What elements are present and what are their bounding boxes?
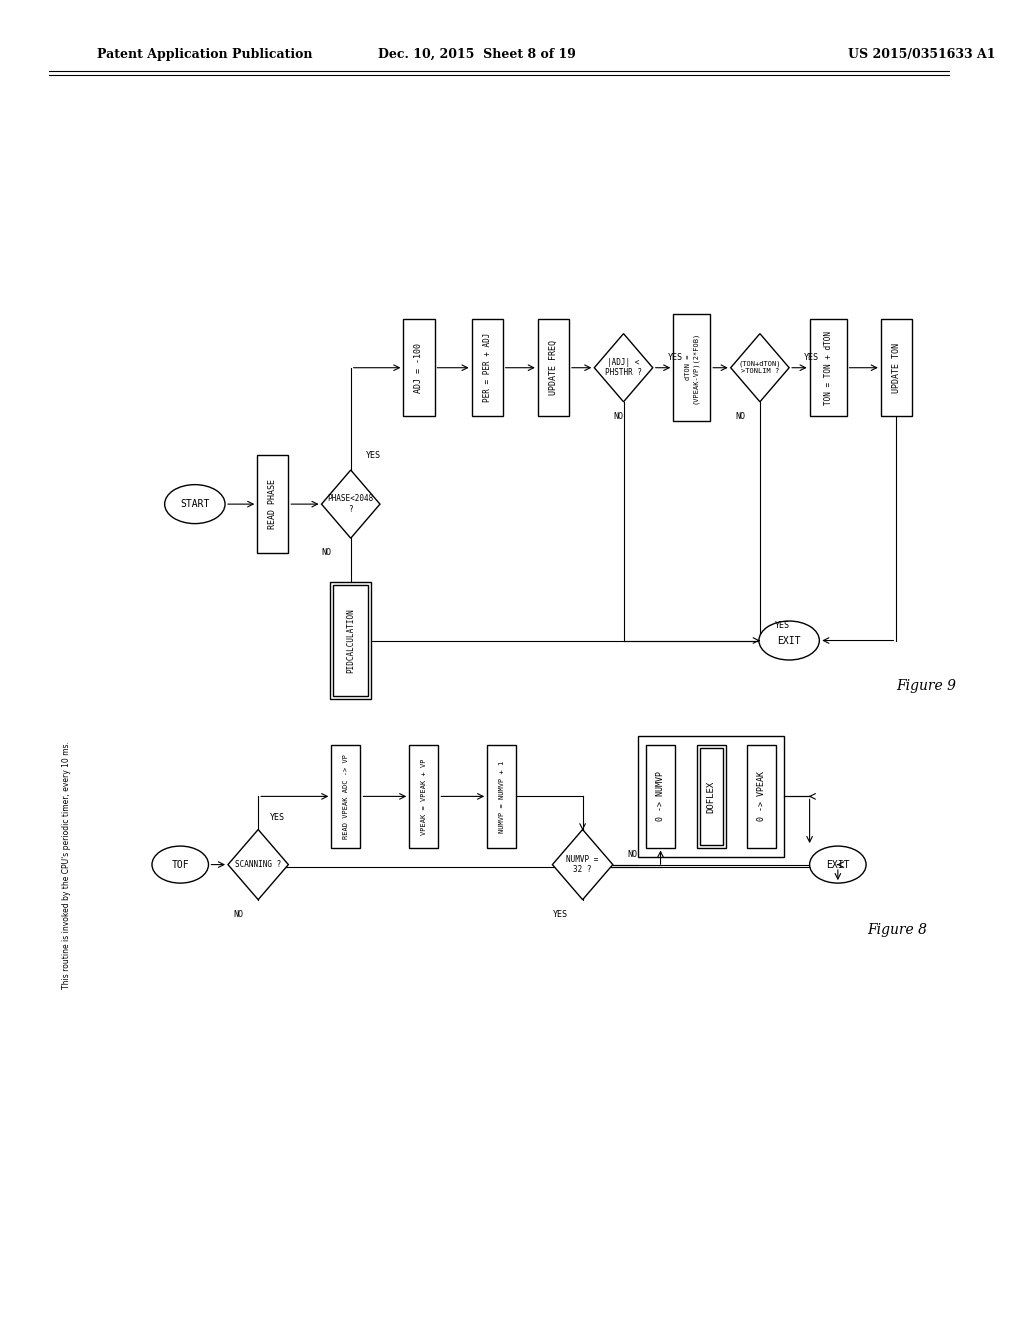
Text: YES: YES bbox=[774, 622, 790, 631]
Text: YES: YES bbox=[553, 909, 568, 919]
Text: TON = TON + dTON: TON = TON + dTON bbox=[823, 331, 833, 405]
Polygon shape bbox=[322, 470, 380, 539]
Text: (TON+dTON)
>TONLIM ?: (TON+dTON) >TONLIM ? bbox=[738, 360, 781, 375]
Bar bbox=[646, 746, 675, 847]
Bar bbox=[748, 746, 776, 847]
Text: 0 -> VPEAK: 0 -> VPEAK bbox=[758, 771, 766, 821]
Text: 0 -> NUMVP: 0 -> NUMVP bbox=[656, 771, 665, 821]
Ellipse shape bbox=[810, 846, 866, 883]
Text: READ VPEAK ADC -> VP: READ VPEAK ADC -> VP bbox=[343, 754, 349, 840]
Bar bbox=[487, 746, 516, 847]
Bar bbox=[638, 735, 784, 857]
Text: NUMVP = NUMVP + 1: NUMVP = NUMVP + 1 bbox=[499, 760, 505, 833]
Text: VPEAK = VPEAK + VP: VPEAK = VPEAK + VP bbox=[421, 758, 427, 834]
Polygon shape bbox=[552, 829, 612, 900]
Text: Figure 8: Figure 8 bbox=[867, 923, 927, 937]
Bar bbox=[331, 746, 360, 847]
Text: READ PHASE: READ PHASE bbox=[268, 479, 278, 529]
Text: YES: YES bbox=[270, 813, 285, 822]
Text: EXIT: EXIT bbox=[777, 635, 801, 645]
Text: NUMVP =
32 ?: NUMVP = 32 ? bbox=[566, 855, 599, 874]
Bar bbox=[696, 746, 726, 847]
Text: PER = PER + ADJ: PER = PER + ADJ bbox=[482, 333, 492, 403]
Bar bbox=[410, 746, 438, 847]
Bar bbox=[257, 455, 289, 553]
Text: Figure 9: Figure 9 bbox=[896, 680, 956, 693]
Text: This routine is invoked by the CPU's periodic timer, every 10 ms.: This routine is invoked by the CPU's per… bbox=[61, 741, 71, 989]
Polygon shape bbox=[594, 334, 652, 401]
Polygon shape bbox=[731, 334, 790, 401]
Text: NO: NO bbox=[628, 850, 637, 859]
Text: UPDATE FREQ: UPDATE FREQ bbox=[549, 341, 558, 395]
Bar bbox=[403, 319, 434, 416]
Text: |ADJ| <
PHSTHR ?: |ADJ| < PHSTHR ? bbox=[605, 358, 642, 378]
Text: START: START bbox=[180, 499, 210, 510]
Polygon shape bbox=[228, 829, 289, 900]
Ellipse shape bbox=[152, 846, 209, 883]
Bar bbox=[333, 585, 369, 696]
Text: NO: NO bbox=[613, 412, 624, 421]
Text: SCANNING ?: SCANNING ? bbox=[236, 861, 282, 869]
Bar bbox=[673, 314, 711, 421]
Bar bbox=[471, 319, 503, 416]
Bar bbox=[810, 319, 847, 416]
Text: TOF: TOF bbox=[171, 859, 189, 870]
Text: ADJ = -100: ADJ = -100 bbox=[415, 343, 424, 393]
Bar bbox=[331, 582, 371, 700]
Bar bbox=[881, 319, 912, 416]
Text: YES: YES bbox=[804, 354, 819, 363]
Text: EXIT: EXIT bbox=[826, 859, 850, 870]
Ellipse shape bbox=[759, 620, 819, 660]
Ellipse shape bbox=[165, 484, 225, 524]
Text: US 2015/0351633 A1: US 2015/0351633 A1 bbox=[848, 48, 995, 61]
Text: NO: NO bbox=[322, 548, 331, 557]
Bar bbox=[699, 748, 723, 845]
Text: YES: YES bbox=[668, 354, 682, 363]
Text: UPDATE TON: UPDATE TON bbox=[892, 343, 901, 393]
Text: DOFLEX: DOFLEX bbox=[707, 780, 716, 813]
Text: NO: NO bbox=[735, 412, 745, 421]
Text: Patent Application Publication: Patent Application Publication bbox=[97, 48, 313, 61]
Text: Dec. 10, 2015  Sheet 8 of 19: Dec. 10, 2015 Sheet 8 of 19 bbox=[379, 48, 577, 61]
Bar bbox=[538, 319, 569, 416]
Text: YES: YES bbox=[366, 451, 380, 459]
Text: NO: NO bbox=[233, 909, 244, 919]
Text: PIDCALCULATION: PIDCALCULATION bbox=[346, 609, 355, 673]
Text: dTON =
(VPEAK-VP)(2*FOB): dTON = (VPEAK-VP)(2*FOB) bbox=[685, 331, 698, 404]
Text: PHASE<2048
?: PHASE<2048 ? bbox=[328, 495, 374, 513]
